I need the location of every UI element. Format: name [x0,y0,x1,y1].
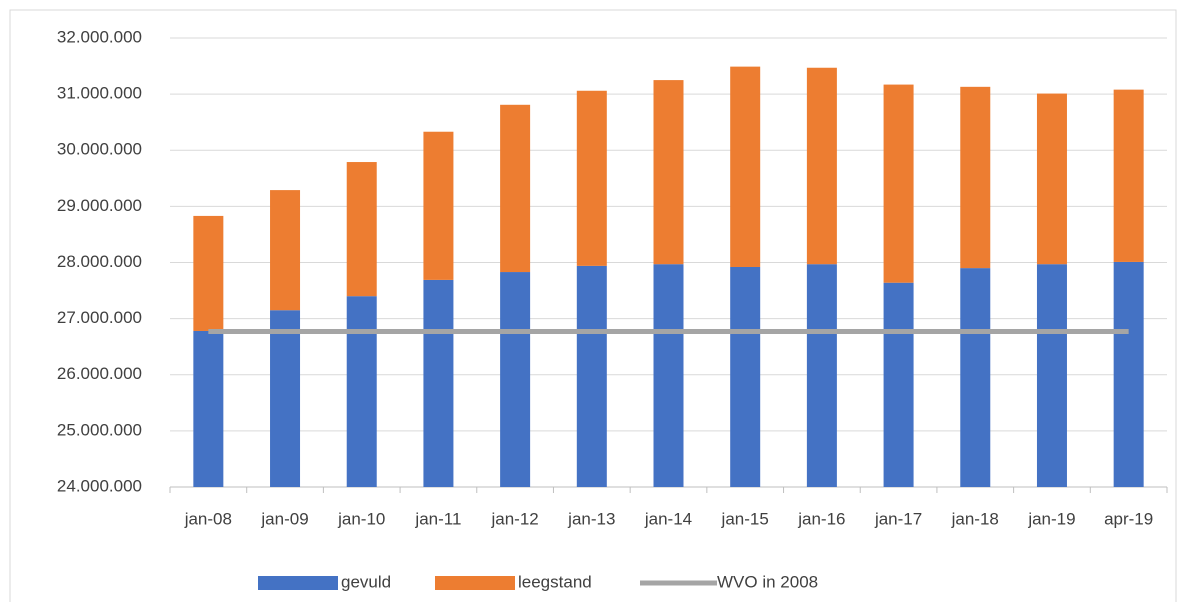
x-tick-label: jan-17 [874,509,922,528]
x-tick-label: jan-10 [337,509,385,528]
y-tick-label: 32.000.000 [57,27,142,46]
x-tick-label: jan-14 [644,509,692,528]
bar [193,215,224,331]
bar [270,190,301,311]
x-tick-label: jan-18 [951,509,999,528]
bar [883,282,914,487]
bar [576,265,607,487]
bar [193,330,224,487]
chart-frame [9,9,1177,602]
bar [500,272,531,487]
bar [730,266,761,487]
x-tick-label: jan-08 [184,509,232,528]
bar [806,67,837,265]
bar [576,90,607,266]
bar [730,66,761,267]
bar [1036,93,1067,265]
legend-label: gevuld [341,572,391,591]
x-tick-label: jan-16 [797,509,845,528]
y-tick-label: 26.000.000 [57,364,142,383]
y-tick-label: 29.000.000 [57,196,142,215]
bar [423,131,454,280]
bar [806,264,837,487]
bar [653,264,684,487]
bar [653,80,684,265]
bar [500,104,531,273]
bar [960,86,991,269]
bar [960,268,991,487]
bar [346,296,377,487]
bar [1113,89,1144,262]
x-tick-label: apr-19 [1104,509,1153,528]
x-tick-label: jan-12 [490,509,538,528]
bar [883,84,914,283]
bar [346,162,377,297]
bar [1036,264,1067,487]
y-tick-label: 25.000.000 [57,420,142,439]
x-tick-label: jan-13 [567,509,615,528]
y-tick-label: 27.000.000 [57,308,142,327]
legend-label: leegstand [518,572,592,591]
legend-swatch [435,576,515,590]
y-tick-label: 30.000.000 [57,140,142,159]
x-tick-label: jan-11 [414,509,461,528]
y-tick-label: 24.000.000 [57,476,142,495]
bar [423,279,454,487]
legend-swatch [258,576,338,590]
bar [1113,261,1144,487]
x-tick-label: jan-19 [1027,509,1075,528]
y-tick-label: 28.000.000 [57,252,142,271]
legend-label: WVO in 2008 [717,572,818,591]
bar [270,310,301,487]
x-tick-label: jan-15 [721,509,769,528]
y-tick-label: 31.000.000 [57,84,142,103]
x-tick-label: jan-09 [260,509,308,528]
